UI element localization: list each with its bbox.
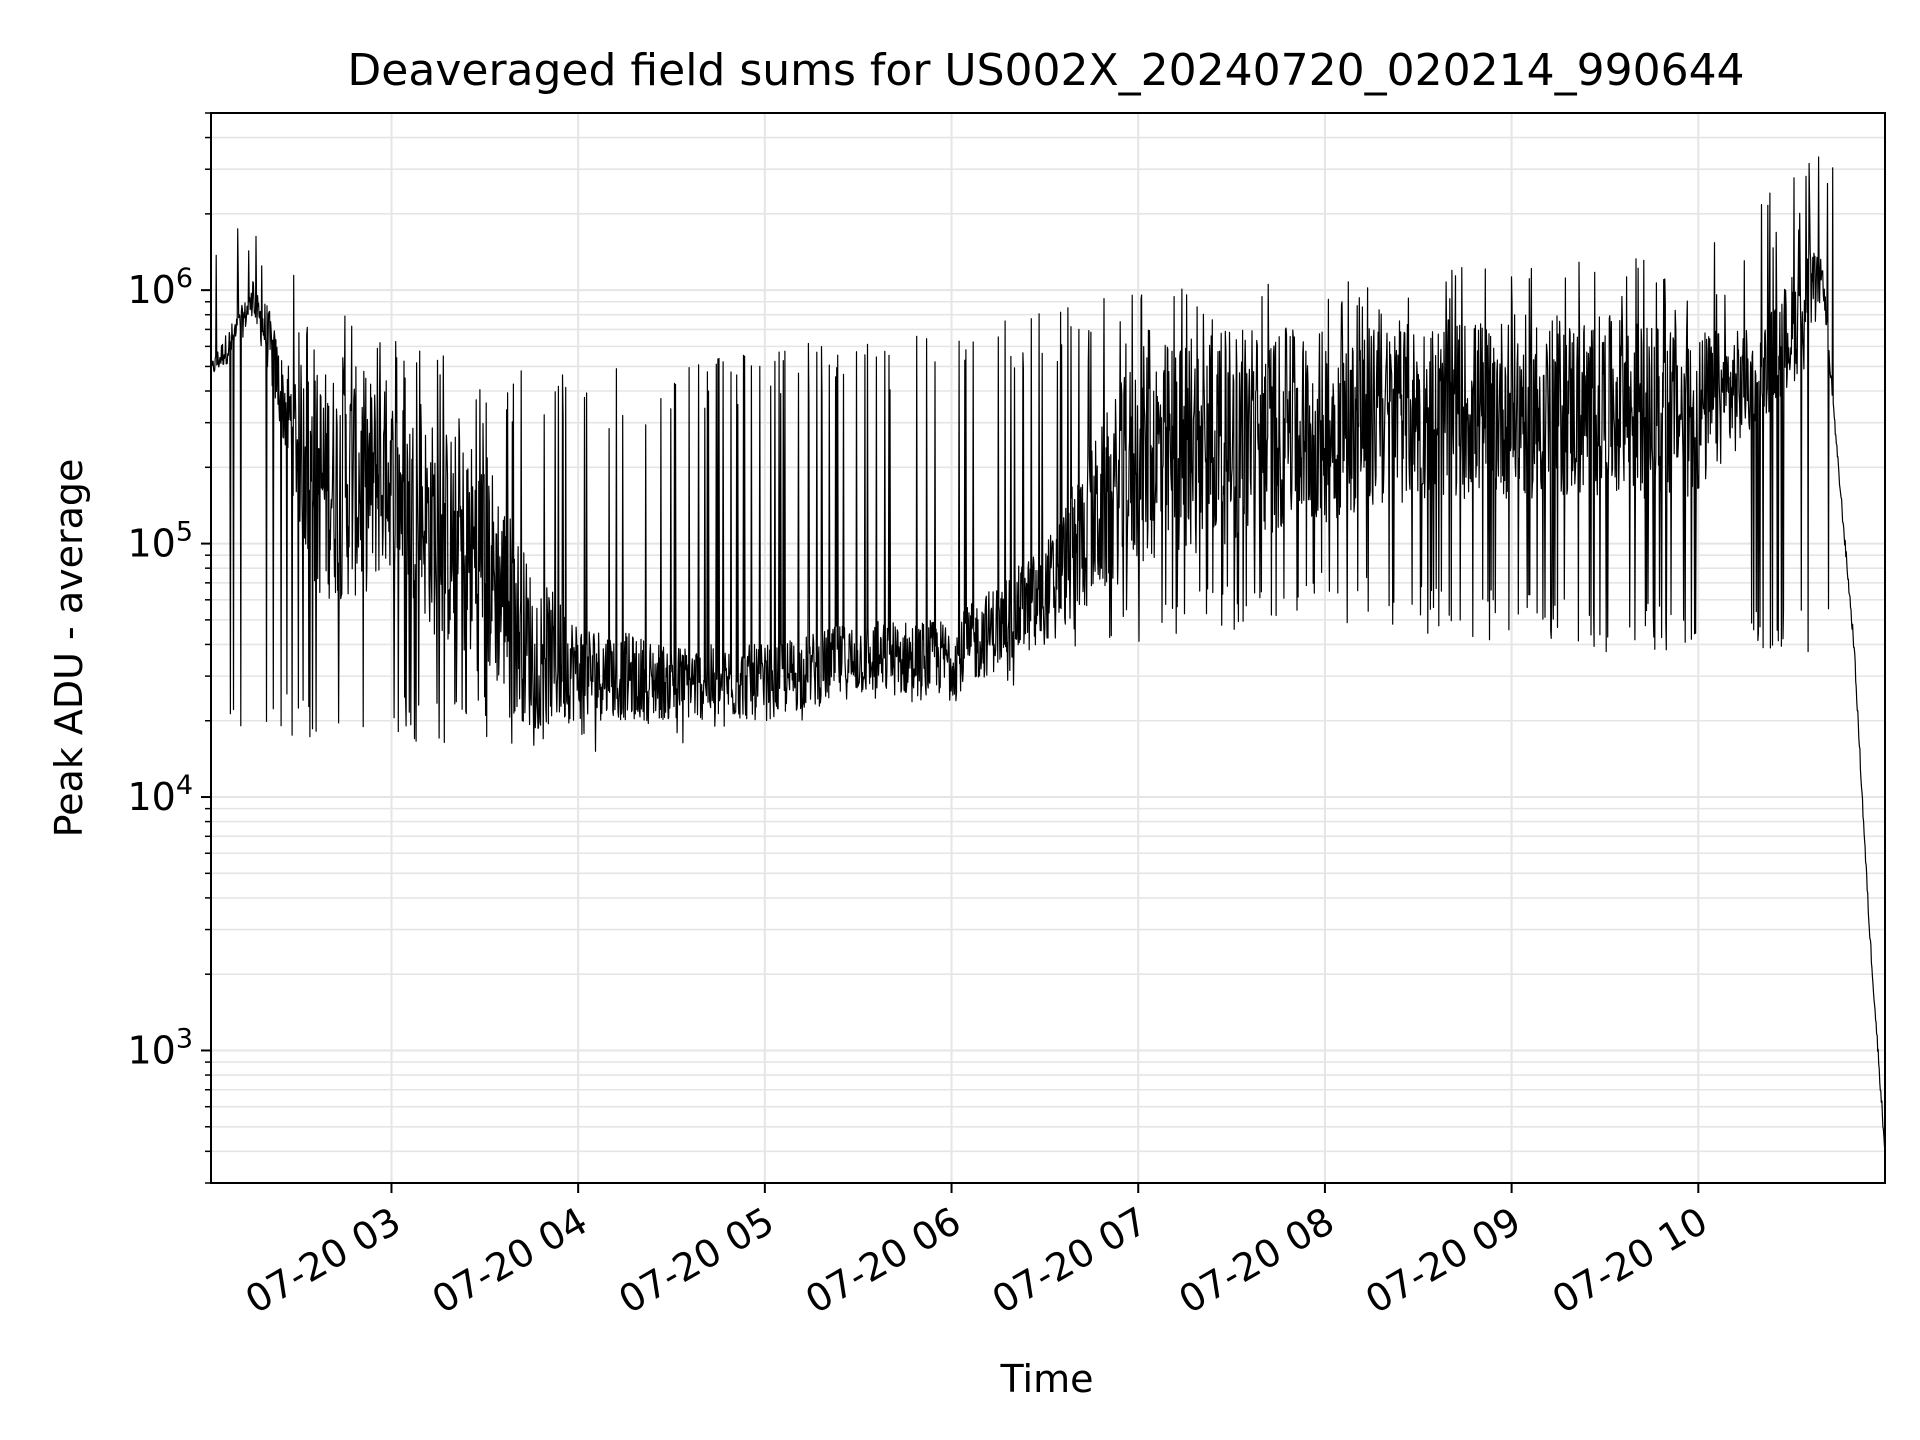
y-tick-label: 104 (127, 770, 193, 819)
y-tick-label: 106 (127, 263, 193, 312)
chart-title: Deaveraged field sums for US002X_2024072… (347, 45, 1744, 96)
series-layer (210, 156, 1886, 1155)
plot-frame (210, 112, 1886, 1184)
y-tick-label: 105 (127, 517, 193, 566)
series-line (210, 156, 1886, 1155)
x-axis-label: Time (1000, 1357, 1094, 1401)
y-axis-label: Peak ADU - average (47, 459, 91, 838)
y-tick-label: 103 (127, 1023, 193, 1072)
y-axis-ticks: 103 104 105 106 (127, 112, 211, 1184)
